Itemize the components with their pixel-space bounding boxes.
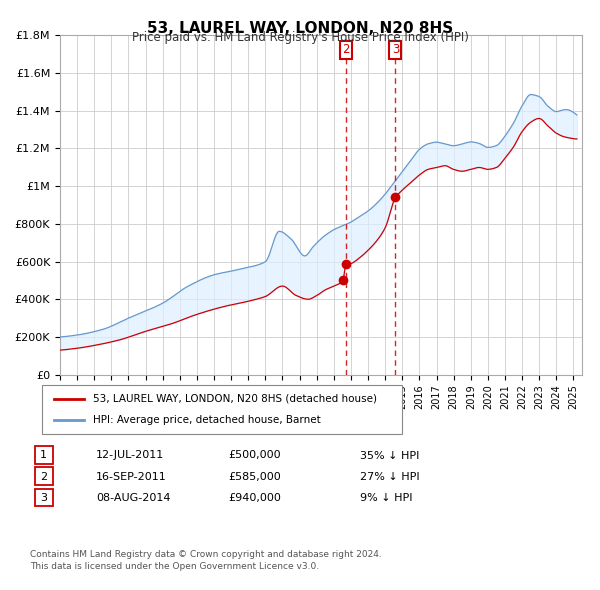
Text: 35% ↓ HPI: 35% ↓ HPI [360,451,419,460]
Text: 3: 3 [392,43,399,56]
Text: 9% ↓ HPI: 9% ↓ HPI [360,493,413,503]
Text: 53, LAUREL WAY, LONDON, N20 8HS: 53, LAUREL WAY, LONDON, N20 8HS [147,21,453,35]
Text: 12-JUL-2011: 12-JUL-2011 [96,451,164,460]
Text: HPI: Average price, detached house, Barnet: HPI: Average price, detached house, Barn… [93,415,321,425]
Text: £585,000: £585,000 [228,472,281,481]
Text: 1: 1 [40,451,47,460]
Text: 53, LAUREL WAY, LONDON, N20 8HS (detached house): 53, LAUREL WAY, LONDON, N20 8HS (detache… [93,394,377,404]
Text: 27% ↓ HPI: 27% ↓ HPI [360,472,419,481]
Text: This data is licensed under the Open Government Licence v3.0.: This data is licensed under the Open Gov… [30,562,319,571]
Text: 08-AUG-2014: 08-AUG-2014 [96,493,170,503]
Text: 16-SEP-2011: 16-SEP-2011 [96,472,167,481]
Text: 3: 3 [40,493,47,503]
Text: £940,000: £940,000 [228,493,281,503]
Text: £500,000: £500,000 [228,451,281,460]
Text: 2: 2 [40,472,47,481]
Text: Contains HM Land Registry data © Crown copyright and database right 2024.: Contains HM Land Registry data © Crown c… [30,550,382,559]
Text: 2: 2 [342,43,350,56]
Text: Price paid vs. HM Land Registry's House Price Index (HPI): Price paid vs. HM Land Registry's House … [131,31,469,44]
